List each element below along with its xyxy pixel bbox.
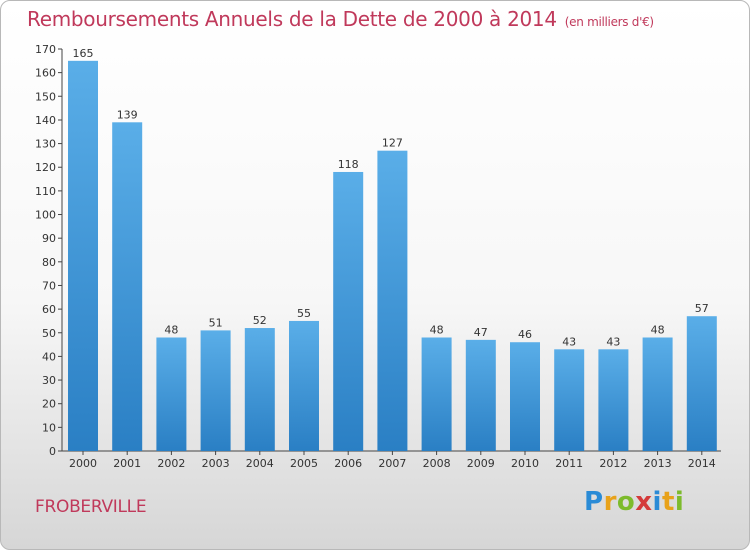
bar[interactable] [244,328,275,451]
logo-letter: x [635,487,653,517]
y-tick-label: 90 [42,232,56,245]
logo-letter: t [661,487,675,517]
logo-letter: i [652,487,662,517]
bar[interactable] [642,337,673,451]
bar[interactable] [68,60,98,452]
x-tick-label: 2006 [334,457,362,470]
y-tick-label: 140 [35,114,56,127]
bar[interactable] [112,122,143,452]
x-tick-label: 2012 [599,457,627,470]
x-tick-label: 2013 [644,457,672,470]
data-label: 46 [518,328,532,341]
bars [68,60,717,452]
x-tick-label: 2001 [113,457,141,470]
x-tick-label: 2010 [511,457,539,470]
y-tick-label: 100 [35,209,56,222]
x-tick-label: 2002 [157,457,185,470]
y-tick-label: 50 [42,327,56,340]
x-tick-label: 2005 [290,457,318,470]
logo-letter: o [616,487,636,517]
data-label: 127 [382,137,403,150]
bar[interactable] [554,349,585,451]
bar[interactable] [598,349,629,451]
y-tick-label: 10 [42,421,56,434]
y-tick-label: 30 [42,374,56,387]
y-tick-label: 110 [35,185,56,198]
y-tick-label: 80 [42,256,56,269]
chart-title: Remboursements Annuels de la Dette de 20… [27,7,654,31]
x-tick-label: 2009 [467,457,495,470]
commune-name: FROBERVILLE [35,497,147,517]
y-tick-label: 130 [35,138,56,151]
title-text: Remboursements Annuels de la Dette de 20… [27,7,557,31]
x-tick-label: 2014 [688,457,716,470]
x-tick-label: 2011 [555,457,583,470]
data-label: 48 [164,323,178,336]
logo-letter: P [584,487,604,517]
axes: 0 10 20 30 40 50 60 70 80 90 100 110 120 130 140 150 160… [35,43,721,458]
bar[interactable] [510,342,540,451]
data-label: 47 [474,326,488,339]
y-tick-label: 120 [35,161,56,174]
data-label: 57 [695,302,709,315]
y-tick-label: 150 [35,90,56,103]
logo-letter: r [603,487,617,517]
x-tick-label: 2008 [423,457,451,470]
y-tick-label: 0 [49,445,56,458]
x-tick-label: 2007 [378,457,406,470]
data-label: 118 [338,158,359,171]
bar[interactable] [421,337,452,451]
data-label: 55 [297,307,311,320]
data-label: 43 [606,335,620,348]
data-label: 48 [430,323,444,336]
data-label: 51 [209,316,223,329]
x-tick-label: 2003 [202,457,230,470]
y-tick-label: 60 [42,303,56,316]
y-tick-label: 40 [42,350,56,363]
proxiti-logo[interactable]: Proxiti [584,487,684,517]
y-tick-label: 160 [35,67,56,80]
labels: 165 2000 139 2001 48 2002 51 2003 52 2004 55 2005 11… [69,47,716,470]
y-tick-label: 70 [42,279,56,292]
x-tick-label: 2000 [69,457,97,470]
data-label: 52 [253,314,267,327]
bar[interactable] [289,320,319,451]
data-label: 139 [117,108,138,121]
data-label: 48 [651,323,665,336]
bar[interactable] [686,316,717,451]
logo-letter: i [674,487,685,517]
bar[interactable] [333,171,364,451]
x-tick-label: 2004 [246,457,274,470]
bar[interactable] [200,330,231,451]
bar[interactable] [465,339,496,451]
data-label: 165 [73,47,94,60]
y-tick-label: 20 [42,398,56,411]
bar[interactable] [156,337,187,451]
data-label: 43 [562,335,576,348]
title-unit: (en milliers d'€) [564,15,654,29]
bar[interactable] [377,150,408,451]
y-tick-label: 170 [35,43,56,56]
